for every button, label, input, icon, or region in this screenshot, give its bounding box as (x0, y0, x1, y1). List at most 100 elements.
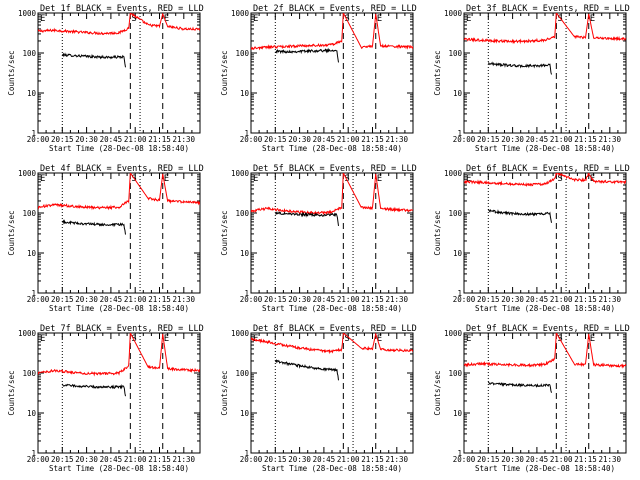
x-tick-label: 20:30 (288, 135, 311, 144)
panel-det-8: Det 8f BLACK = Events, RED = LLD 1 10 100 10… (220, 324, 417, 473)
end-marker-label: E (466, 174, 471, 184)
y-tick-label: 10 (240, 249, 250, 258)
panel-title: Det 5f BLACK = Events, RED = LLD (253, 164, 417, 174)
y-tick-label: 1 (244, 129, 249, 138)
x-tick-label: 21:00 (124, 295, 147, 304)
y-tick-label: 1000 (18, 9, 37, 18)
x-tick-label: 21:30 (599, 135, 622, 144)
start-marker-label: S (557, 174, 562, 184)
x-tick-label: 20:30 (288, 295, 311, 304)
y-tick-label: 1 (31, 129, 36, 138)
end-marker-label: E (253, 334, 258, 344)
x-tick-label: 20:15 (477, 135, 500, 144)
end-marker-label: E (40, 14, 45, 24)
x-tick-label: 20:15 (264, 455, 287, 464)
x-tick-label: 21:30 (173, 455, 196, 464)
y-tick-label: 10 (240, 89, 250, 98)
x-tick-label: 20:30 (75, 135, 98, 144)
end-marker-label: E (164, 14, 169, 24)
events-series-line (487, 61, 552, 75)
y-tick-label: 100 (22, 369, 36, 378)
y-tick-label: 1 (457, 129, 462, 138)
x-tick-label: 20:45 (100, 295, 123, 304)
x-axis-label: Start Time (28-Dec-08 18:58:40) (475, 144, 615, 153)
end-marker-label: E (590, 14, 595, 24)
events-series-line (275, 47, 339, 63)
x-tick-label: 21:15 (148, 295, 171, 304)
lld-series-line (464, 173, 626, 187)
end-marker-label: E (253, 174, 258, 184)
lld-series-line (251, 333, 413, 355)
x-tick-label: 20:45 (313, 455, 336, 464)
y-tick-label: 100 (22, 209, 36, 218)
end-marker-label: E (253, 14, 258, 24)
y-tick-label: 10 (453, 249, 463, 258)
start-marker-label: S (344, 334, 349, 344)
x-tick-label: 20:45 (313, 295, 336, 304)
x-tick-label: 21:15 (148, 455, 171, 464)
y-tick-label: 1000 (231, 9, 250, 18)
x-tick-label: 20:45 (100, 135, 123, 144)
panel-title: Det 7f BLACK = Events, RED = LLD (40, 324, 204, 334)
x-tick-label: 21:00 (337, 295, 360, 304)
x-tick-label: 20:00 (240, 295, 263, 304)
y-axis-label: Counts/sec (7, 370, 16, 415)
x-tick-label: 21:00 (337, 455, 360, 464)
panel-title: Det 4f BLACK = Events, RED = LLD (40, 164, 204, 174)
x-tick-label: 21:30 (386, 135, 409, 144)
x-tick-label: 20:30 (501, 295, 524, 304)
y-axis-label: Counts/sec (433, 50, 442, 95)
events-series-line (61, 219, 126, 235)
y-tick-label: 10 (453, 409, 463, 418)
y-tick-label: 1000 (444, 169, 463, 178)
x-tick-label: 21:15 (361, 295, 384, 304)
events-series-line (487, 381, 552, 393)
x-tick-label: 21:30 (386, 455, 409, 464)
lld-series-line (251, 173, 413, 216)
y-tick-label: 10 (240, 409, 250, 418)
y-tick-label: 100 (448, 209, 462, 218)
x-tick-label: 21:30 (599, 295, 622, 304)
x-tick-label: 21:15 (574, 135, 597, 144)
x-axis-label: Start Time (28-Dec-08 18:58:40) (262, 144, 402, 153)
x-tick-label: 21:00 (124, 135, 147, 144)
end-marker-label: E (377, 14, 382, 24)
x-tick-label: 21:30 (173, 295, 196, 304)
y-tick-label: 10 (27, 409, 37, 418)
y-tick-label: 1 (31, 289, 36, 298)
x-tick-label: 20:00 (453, 295, 476, 304)
panel-det-2: Det 2f BLACK = Events, RED = LLD 1 10 100 10… (220, 4, 417, 153)
panel-title: Det 2f BLACK = Events, RED = LLD (253, 4, 417, 14)
panel-title: Det 6f BLACK = Events, RED = LLD (466, 164, 630, 174)
y-tick-label: 100 (235, 369, 249, 378)
y-tick-label: 1000 (18, 329, 37, 338)
panel-det-6: Det 6f BLACK = Events, RED = LLD 1 10 100 10… (433, 164, 630, 313)
y-tick-label: 100 (448, 49, 462, 58)
x-tick-label: 20:15 (264, 135, 287, 144)
x-tick-label: 20:15 (264, 295, 287, 304)
y-tick-label: 1000 (231, 329, 250, 338)
x-tick-label: 21:15 (148, 135, 171, 144)
x-tick-label: 20:15 (477, 455, 500, 464)
panel-det-7: Det 7f BLACK = Events, RED = LLD 1 10 100 10… (7, 324, 204, 473)
y-tick-label: 100 (448, 369, 462, 378)
end-marker-label: E (590, 334, 595, 344)
x-axis-label: Start Time (28-Dec-08 18:58:40) (49, 144, 189, 153)
lld-series-line (464, 13, 626, 45)
x-tick-label: 20:30 (75, 455, 98, 464)
events-series-line (275, 211, 339, 226)
x-tick-label: 20:30 (288, 455, 311, 464)
end-marker-label: E (466, 334, 471, 344)
panel-det-4: Det 4f BLACK = Events, RED = LLD 1 10 100 10… (7, 164, 204, 313)
x-tick-label: 21:15 (361, 135, 384, 144)
x-axis-label: Start Time (28-Dec-08 18:58:40) (262, 464, 402, 473)
panel-det-3: Det 3f BLACK = Events, RED = LLD 1 10 100 10… (433, 4, 630, 153)
lld-series-line (464, 333, 626, 369)
panel-det-5: Det 5f BLACK = Events, RED = LLD 1 10 100 10… (220, 164, 417, 313)
y-tick-label: 1 (244, 289, 249, 298)
y-tick-label: 1 (244, 449, 249, 458)
events-series-line (61, 383, 126, 397)
lld-series-line (38, 13, 200, 36)
start-marker-label: S (131, 14, 136, 24)
x-tick-label: 20:45 (526, 455, 549, 464)
